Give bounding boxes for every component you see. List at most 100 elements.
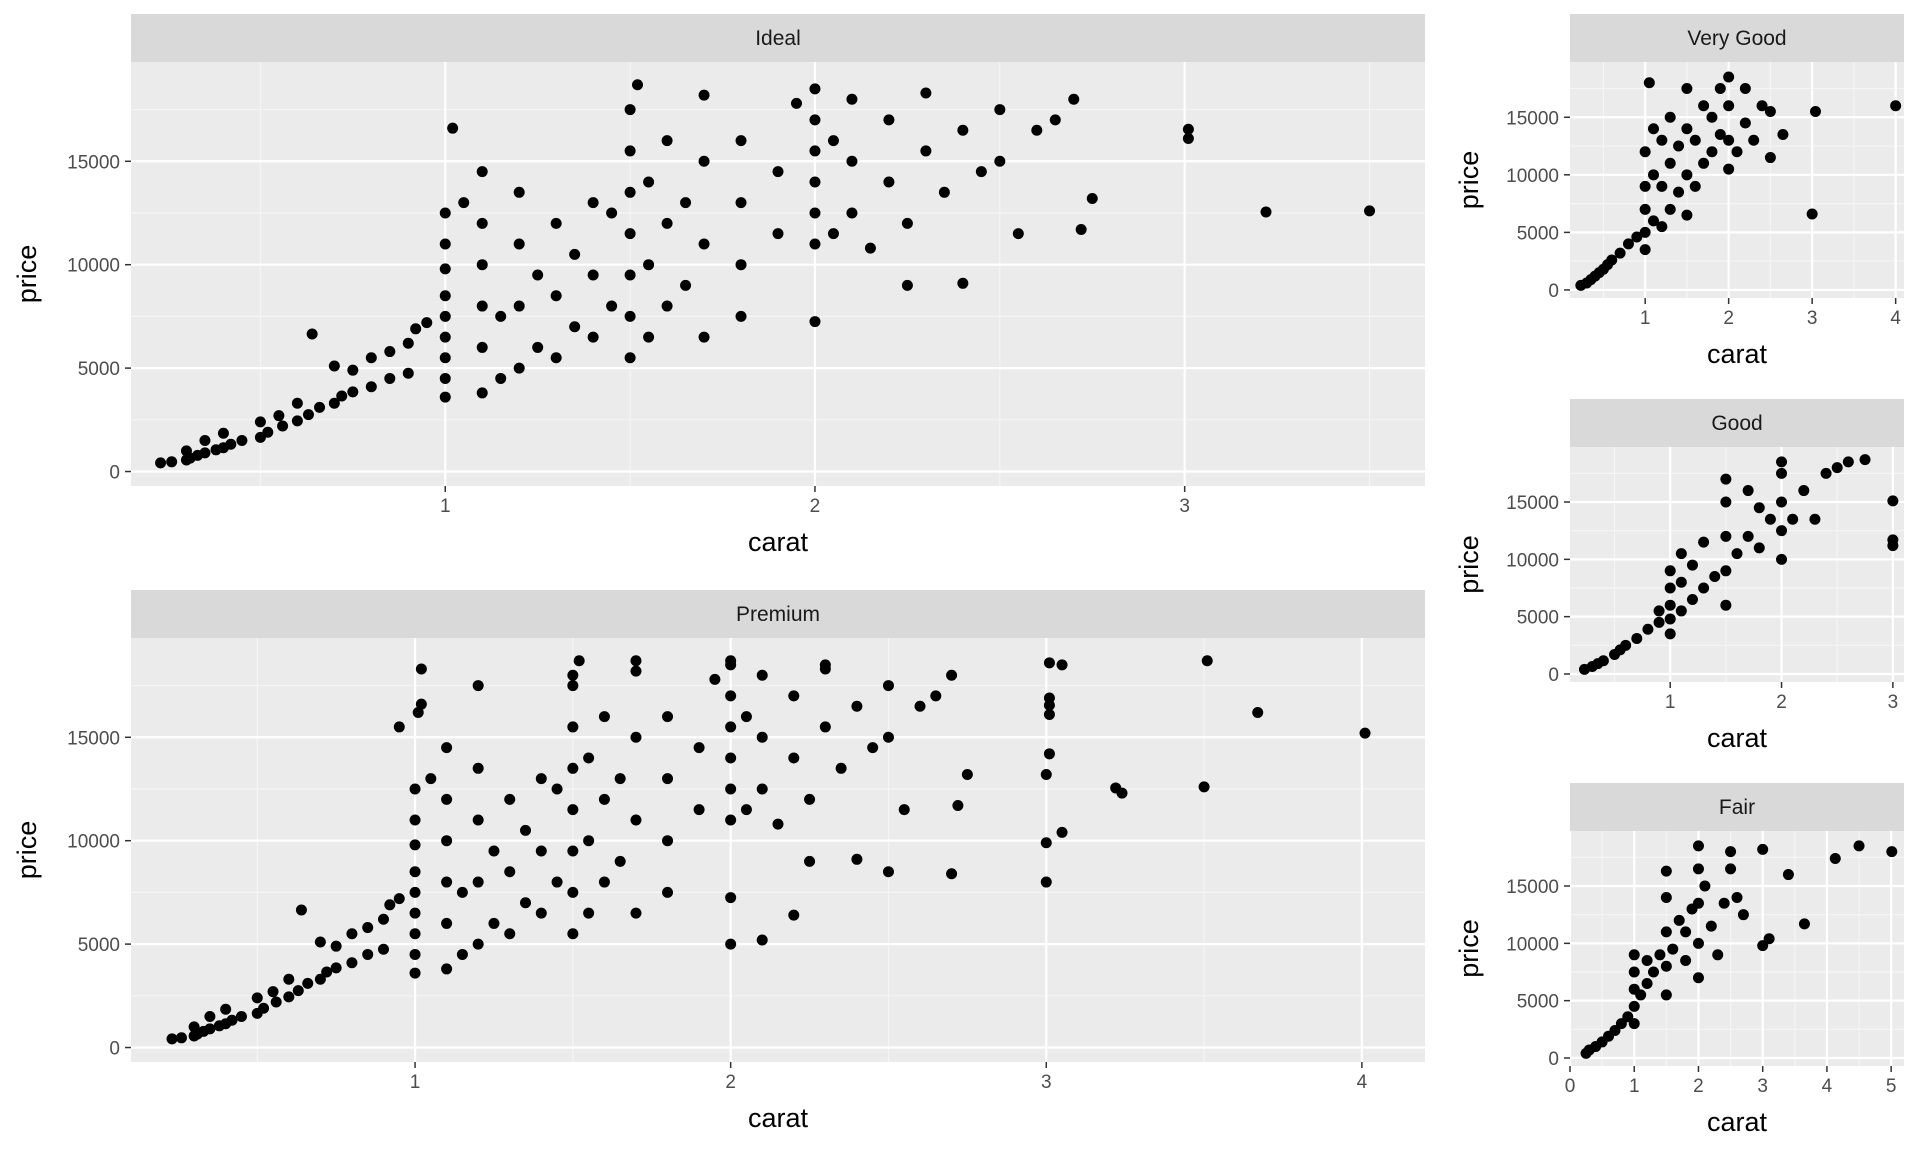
data-point [772, 228, 784, 240]
data-point [946, 669, 958, 681]
data-point [1639, 146, 1651, 158]
data-point [1748, 134, 1760, 146]
data-point [1043, 748, 1055, 760]
data-point [1639, 180, 1651, 192]
data-point [772, 166, 784, 178]
data-point [1182, 123, 1194, 135]
data-point [1364, 205, 1376, 217]
y-tick-label: 5000 [78, 359, 120, 380]
data-point [725, 721, 737, 733]
data-point [488, 917, 500, 929]
data-point [1648, 215, 1659, 227]
data-points [1575, 71, 1902, 291]
data-point [587, 331, 599, 343]
data-point [1182, 133, 1194, 145]
data-point [472, 680, 484, 692]
data-point [1720, 565, 1732, 577]
data-point [883, 176, 895, 188]
facet-strip [1570, 14, 1904, 62]
data-point [662, 773, 674, 785]
data-point [476, 259, 488, 271]
data-point [551, 783, 563, 795]
data-point [1859, 454, 1871, 466]
data-point [488, 845, 500, 857]
y-axis-title: price [12, 245, 42, 304]
data-point [550, 217, 562, 229]
data-point [273, 410, 285, 422]
panel-background [131, 62, 1425, 486]
data-point [598, 793, 610, 805]
data-point [1720, 496, 1732, 508]
data-point [180, 445, 192, 457]
y-axis-title: price [12, 821, 42, 880]
data-point [346, 957, 358, 969]
data-point [569, 248, 581, 260]
panel-good: Good 1 2 3 0 5000 10000 15000 carat price [1454, 399, 1904, 753]
data-point [1673, 140, 1685, 152]
data-point [1260, 206, 1272, 218]
data-point [1615, 1018, 1627, 1030]
data-point [1742, 530, 1754, 542]
data-point [393, 721, 405, 733]
data-point [441, 876, 453, 888]
data-point [1689, 134, 1701, 146]
data-point [377, 943, 389, 955]
data-point [1718, 897, 1730, 909]
panel-very-good: Very Good 1 2 3 4 0 5000 10000 15000 carat price [1454, 14, 1904, 369]
data-point [735, 197, 747, 209]
facet-strip-label: Premium [736, 603, 820, 626]
data-point [920, 145, 932, 157]
data-point [1040, 769, 1052, 781]
data-point [1664, 613, 1676, 625]
x-tick-label: 4 [1357, 1072, 1368, 1093]
data-point [914, 700, 926, 712]
data-point [598, 711, 610, 723]
data-point [409, 886, 421, 898]
x-tick-label: 3 [1888, 692, 1899, 713]
data-point [439, 207, 451, 219]
data-point [1660, 926, 1672, 938]
data-point [819, 721, 831, 733]
data-point [1628, 1018, 1640, 1030]
data-point [439, 352, 451, 364]
y-tick-label: 0 [1548, 1049, 1559, 1070]
data-point [1886, 846, 1898, 858]
data-point [1723, 163, 1735, 175]
data-point [598, 876, 610, 888]
data-point [409, 948, 421, 960]
data-points [1578, 454, 1899, 675]
data-point [827, 228, 839, 240]
data-point [693, 804, 705, 816]
data-point [336, 390, 348, 402]
data-point [1660, 960, 1672, 972]
data-point [1031, 124, 1043, 136]
data-point [441, 742, 453, 754]
data-point [1040, 876, 1052, 888]
x-tick-label: 4 [1822, 1076, 1833, 1097]
data-point [155, 457, 167, 469]
data-point [532, 341, 544, 353]
data-point [328, 360, 340, 372]
data-point [1642, 623, 1654, 635]
x-tick-label: 1 [1665, 692, 1676, 713]
data-point [809, 176, 821, 188]
data-point [1056, 659, 1068, 671]
data-point [550, 290, 562, 302]
data-point [175, 1032, 187, 1044]
facet-strip [131, 590, 1425, 638]
data-points [166, 655, 1371, 1045]
data-point [624, 228, 636, 240]
data-point [662, 711, 674, 723]
data-point [1776, 553, 1788, 565]
data-point [725, 752, 737, 764]
data-point [975, 166, 987, 178]
data-point [1764, 106, 1776, 118]
data-point [439, 290, 451, 302]
x-tick-label: 2 [725, 1072, 736, 1093]
data-point [1609, 1024, 1621, 1036]
data-point [306, 328, 318, 340]
data-point [472, 762, 484, 774]
data-point [930, 690, 942, 702]
y-tick-label: 5000 [1517, 223, 1559, 244]
y-tick-label: 15000 [1506, 108, 1559, 129]
